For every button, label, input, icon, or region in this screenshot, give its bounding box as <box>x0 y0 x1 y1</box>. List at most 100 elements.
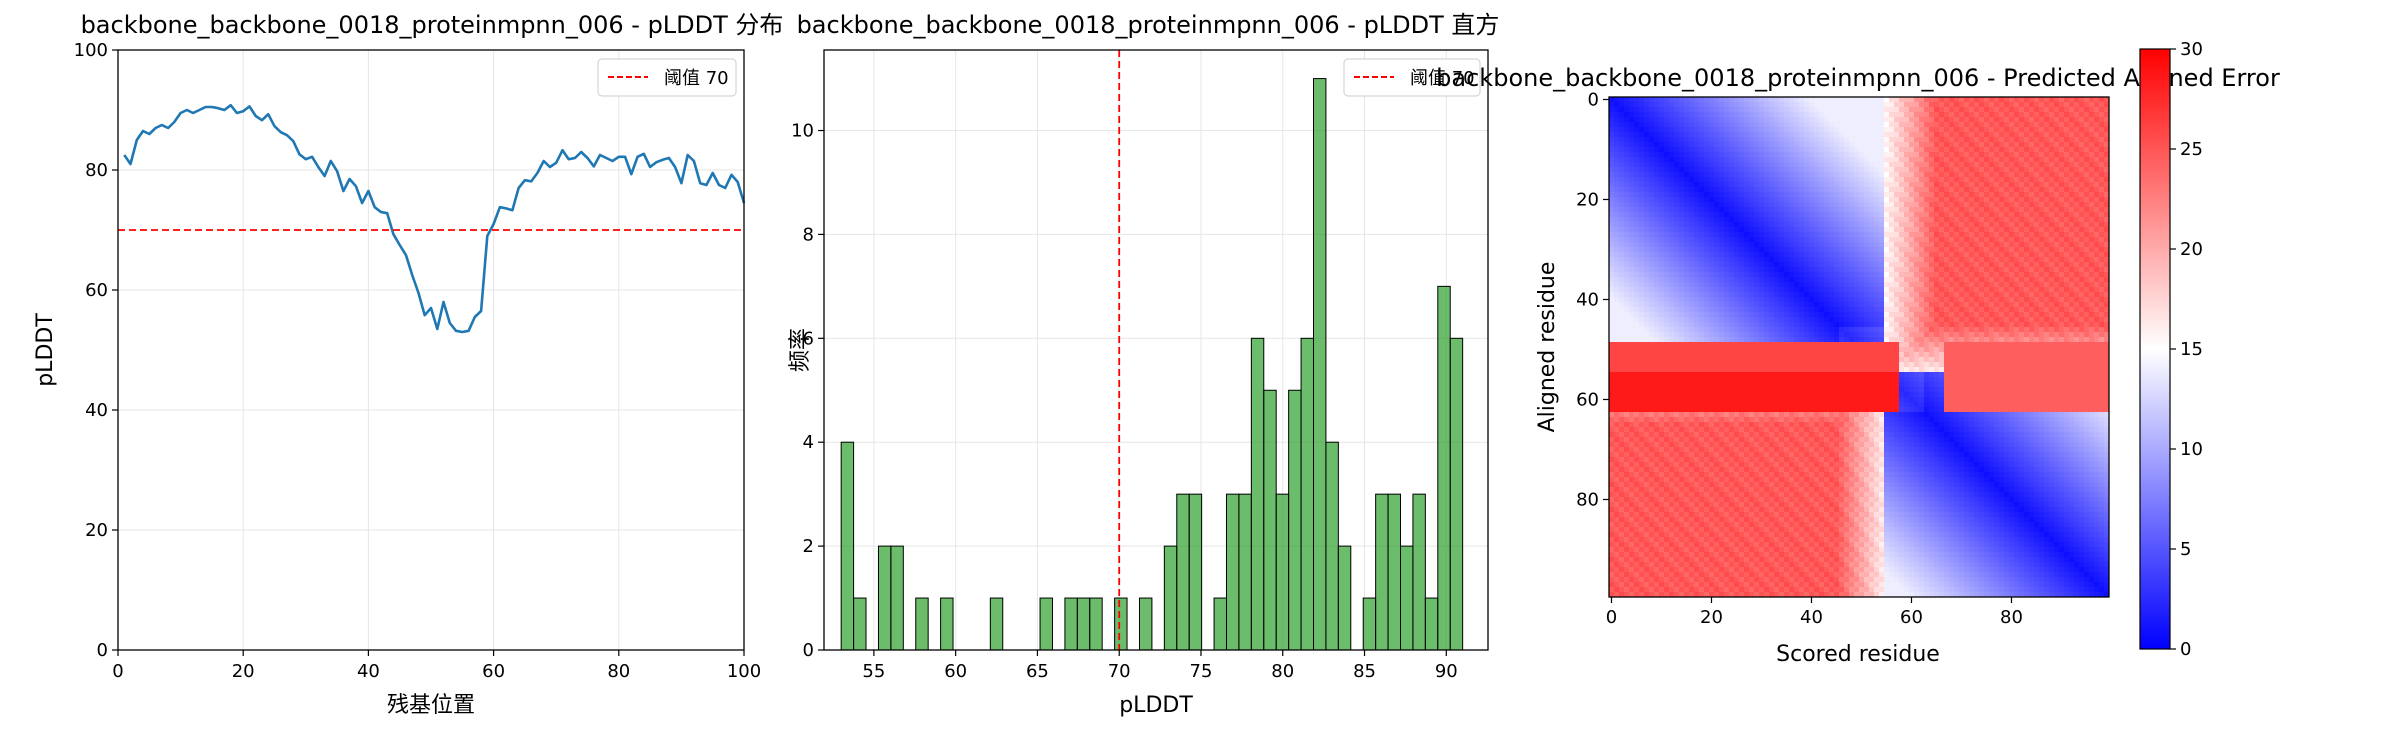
heatmap-cell <box>1689 332 1695 338</box>
heatmap-cell <box>1989 217 1995 223</box>
heatmap-cell <box>1649 122 1655 128</box>
heatmap-cell <box>2089 202 2095 208</box>
heatmap-cell <box>1909 137 1915 143</box>
heatmap-cell <box>1654 227 1660 233</box>
heatmap-cell <box>1824 297 1830 303</box>
heatmap-cell <box>1639 127 1645 133</box>
legend-threshold-label: 阈值 70 <box>1410 68 1475 89</box>
heatmap-cell <box>2104 137 2110 143</box>
heatmap-cell <box>1809 267 1815 273</box>
heatmap-cell <box>1884 137 1890 143</box>
heatmap-cell <box>2029 132 2035 138</box>
heatmap-cell <box>1694 202 1700 208</box>
heatmap-cell <box>2004 232 2010 238</box>
heatmap-cell <box>1824 132 1830 138</box>
heatmap-cell <box>1769 177 1775 183</box>
heatmap-cell <box>1809 192 1815 198</box>
heatmap-cell <box>1794 207 1800 213</box>
heatmap-cell <box>2099 122 2105 128</box>
heatmap-cell <box>2019 182 2025 188</box>
heatmap-cell <box>1729 307 1735 313</box>
heatmap-cell <box>2089 117 2095 123</box>
histogram-bar <box>1225 493 1240 651</box>
heatmap-cell <box>1844 112 1850 118</box>
heatmap-cell <box>1824 182 1830 188</box>
heatmap-cell <box>1944 202 1950 208</box>
line-chart-ylabel: pLDDT <box>33 313 58 387</box>
heatmap-cell <box>1754 237 1760 243</box>
heatmap-cell <box>2064 202 2070 208</box>
heatmap-cell <box>1759 157 1765 163</box>
heatmap-cell <box>2069 182 2075 188</box>
heatmap-cell <box>1884 252 1890 258</box>
heatmap-cell <box>1994 277 2000 283</box>
heatmap-cell <box>1929 142 1935 148</box>
heatmap-cell <box>2099 137 2105 143</box>
heatmap-cell <box>2084 112 2090 118</box>
heatmap-cell <box>1974 297 1980 303</box>
heatmap-cell <box>1904 132 1910 138</box>
heatmap-cell <box>2029 312 2035 318</box>
heatmap-cell <box>1849 237 1855 243</box>
heatmap-cell <box>1629 257 1635 263</box>
heatmap-cell <box>1859 277 1865 283</box>
heatmap-cell <box>1999 307 2005 313</box>
heatmap-cell <box>1794 122 1800 128</box>
heatmap-cell <box>1829 282 1835 288</box>
heatmap-cell <box>1839 302 1845 308</box>
x-tick-label: 55 <box>862 661 885 682</box>
heatmap-cell <box>1704 287 1710 293</box>
heatmap-cell <box>1789 142 1795 148</box>
heatmap-cell <box>1624 207 1630 213</box>
heatmap-cell <box>1919 112 1925 118</box>
heatmap-cell <box>1749 252 1755 258</box>
heatmap-cell <box>1719 322 1725 328</box>
heatmap-cell <box>1824 292 1830 298</box>
heatmap-cell <box>1984 187 1990 193</box>
heatmap-cell <box>1619 272 1625 278</box>
heatmap-cell <box>1664 127 1670 133</box>
heatmap-cell <box>1714 127 1720 133</box>
heatmap-cell <box>1754 122 1760 128</box>
heatmap-cell <box>1869 247 1875 253</box>
heatmap-cell <box>1849 202 1855 208</box>
heatmap-cell <box>1779 187 1785 193</box>
heatmap-cell <box>2044 167 2050 173</box>
heatmap-cell <box>2044 257 2050 263</box>
heatmap-cell <box>2094 282 2100 288</box>
heatmap-cell <box>1634 292 1640 298</box>
heatmap-cell <box>1794 117 1800 123</box>
heatmap-cell <box>1739 282 1745 288</box>
heatmap-cell <box>1739 322 1745 328</box>
heatmap-cell <box>1884 147 1890 153</box>
heatmap-cell <box>1654 232 1660 238</box>
heatmap-cell <box>1644 257 1650 263</box>
heatmap-cell <box>2094 132 2100 138</box>
heatmap-cell <box>1699 177 1705 183</box>
heatmap-cell <box>2049 272 2055 278</box>
heatmap-cell <box>1669 172 1675 178</box>
heatmap-cell <box>1904 272 1910 278</box>
heatmap-cell <box>2039 312 2045 318</box>
heatmap-cell <box>1784 292 1790 298</box>
heatmap-cell <box>1924 122 1930 128</box>
heatmap-cell <box>1904 187 1910 193</box>
heatmap-cell <box>1944 157 1950 163</box>
heatmap-cell <box>1689 302 1695 308</box>
heatmap-cell <box>1879 192 1885 198</box>
heatmap-cell <box>2089 282 2095 288</box>
heatmap-cell <box>1789 107 1795 113</box>
heatmap-cell <box>1769 132 1775 138</box>
heatmap-cell <box>1779 297 1785 303</box>
histogram-bar <box>1325 441 1339 651</box>
heatmap-cell <box>1624 107 1630 113</box>
heatmap-cell <box>2069 102 2075 108</box>
heatmap-cell <box>1659 217 1665 223</box>
heatmap-cell <box>1639 312 1645 318</box>
heatmap-cell <box>1744 137 1750 143</box>
heatmap-cell <box>1959 172 1965 178</box>
heatmap-cell <box>1704 282 1710 288</box>
heatmap-cell <box>1969 242 1975 248</box>
heatmap-cell <box>2039 207 2045 213</box>
heatmap-cell <box>1939 242 1945 248</box>
